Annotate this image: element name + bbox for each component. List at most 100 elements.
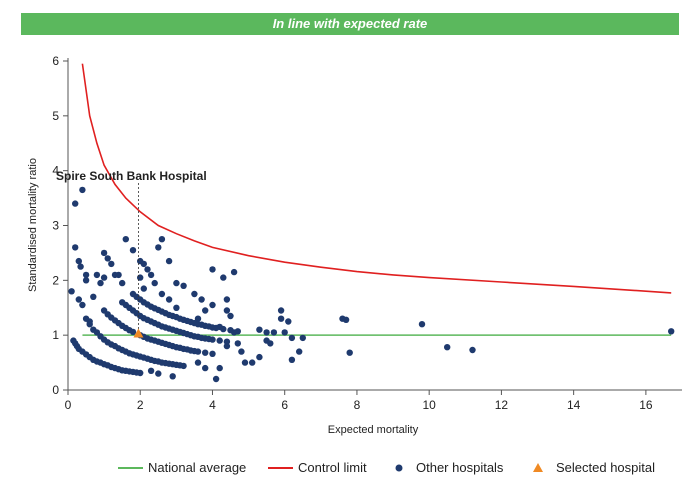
hospital-point — [119, 279, 126, 287]
hospital-point — [75, 257, 83, 265]
hospital-point — [100, 274, 108, 281]
legend-other-hospitals: Other hospitals — [416, 460, 504, 475]
hospital-point — [263, 329, 270, 336]
legend: National average Control limit Other hos… — [118, 460, 655, 475]
hospital-point — [122, 236, 129, 243]
selected-hospital-label: Spire South Bank Hospital — [56, 169, 207, 183]
hospital-point — [256, 326, 263, 333]
hospital-point — [227, 327, 234, 334]
hospital-point — [165, 296, 173, 303]
control-limit-path — [81, 63, 672, 294]
hospital-point — [79, 186, 86, 194]
hospital-point — [288, 356, 296, 363]
x-tick-label: 4 — [209, 398, 216, 412]
y-axis-ticks: 0 1 2 3 4 5 6 — [52, 54, 68, 397]
hospital-point — [194, 359, 202, 366]
hospital-point — [129, 328, 137, 336]
hospital-point — [137, 369, 144, 377]
hospital-point — [173, 279, 180, 287]
hospital-point — [202, 349, 209, 356]
x-tick-label: 10 — [422, 398, 436, 412]
hospital-point — [129, 247, 137, 254]
selected-hospital-marker — [133, 328, 144, 338]
hospital-point — [209, 350, 216, 357]
hospital-point — [342, 316, 350, 323]
hospital-point — [72, 200, 79, 207]
legend-control-limit: Control limit — [298, 460, 367, 475]
hospital-point — [223, 342, 231, 350]
hospital-point — [230, 268, 238, 276]
hospital-point — [75, 296, 83, 303]
hospital-point — [93, 271, 101, 279]
y-tick-label: 2 — [52, 273, 59, 287]
x-tick-label: 14 — [567, 398, 581, 412]
hospital-point — [220, 325, 227, 333]
hospital-point — [180, 282, 187, 289]
hospital-point — [281, 329, 288, 336]
hospital-point — [79, 301, 86, 309]
hospital-point — [147, 367, 155, 374]
hospital-point — [155, 244, 162, 251]
legend-selected-hospital: Selected hospital — [556, 460, 655, 475]
hospital-point — [140, 260, 147, 268]
hospital-point — [209, 301, 216, 309]
hospital-point — [173, 304, 180, 311]
hospital-point — [212, 324, 220, 332]
hospital-point — [216, 337, 223, 344]
hospital-point — [209, 336, 216, 343]
selected-hospital — [133, 183, 144, 338]
x-tick-label: 16 — [639, 398, 653, 412]
hospital-point — [100, 249, 108, 257]
hospital-point — [346, 349, 353, 356]
x-tick-label: 0 — [65, 398, 72, 412]
legend-national-average: National average — [148, 460, 246, 475]
hospital-point — [180, 362, 187, 370]
hospital-point — [68, 288, 75, 295]
hospital-point — [296, 348, 303, 355]
x-tick-label: 12 — [495, 398, 509, 412]
hospital-point — [137, 274, 144, 281]
hospital-point — [256, 353, 263, 361]
hospital-point — [86, 321, 93, 328]
x-tick-label: 8 — [354, 398, 361, 412]
y-tick-label: 5 — [52, 109, 59, 123]
hospital-point — [212, 375, 220, 383]
control-limit-curve — [81, 63, 672, 294]
hospital-point — [668, 328, 675, 335]
hospital-point — [198, 296, 205, 303]
legend-other-hospitals-swatch — [395, 464, 403, 472]
y-tick-label: 3 — [52, 219, 59, 233]
hospital-point — [194, 315, 202, 322]
hospital-point — [277, 307, 285, 314]
hospital-point — [82, 271, 90, 279]
other-hospital-points — [68, 186, 675, 383]
hospital-point — [108, 260, 115, 268]
hospital-point — [82, 277, 90, 284]
hospital-point — [234, 340, 241, 347]
hospital-point — [270, 329, 278, 336]
hospital-point — [77, 263, 84, 270]
hospital-point — [288, 334, 296, 342]
hospital-point — [249, 359, 256, 366]
hospital-point — [299, 334, 306, 342]
hospital-point — [191, 290, 198, 298]
x-axis-label: Expected mortality — [328, 424, 419, 436]
y-axis-label: Standardised mortality ratio — [27, 158, 39, 292]
hospital-point — [285, 318, 292, 325]
hospital-point — [216, 364, 223, 372]
y-tick-label: 1 — [52, 328, 59, 342]
hospital-point — [151, 279, 158, 287]
hospital-point — [277, 315, 285, 322]
x-tick-label: 6 — [281, 398, 288, 412]
hospital-point — [220, 274, 227, 281]
hospital-point — [97, 279, 104, 287]
hospital-point — [158, 290, 166, 298]
hospital-point — [444, 344, 451, 351]
hospital-point — [223, 296, 231, 303]
y-tick-label: 6 — [52, 54, 59, 68]
hospital-point — [158, 236, 166, 243]
legend-selected-hospital-swatch — [533, 463, 543, 472]
hospital-point — [104, 255, 111, 262]
hospital-point — [90, 293, 97, 300]
